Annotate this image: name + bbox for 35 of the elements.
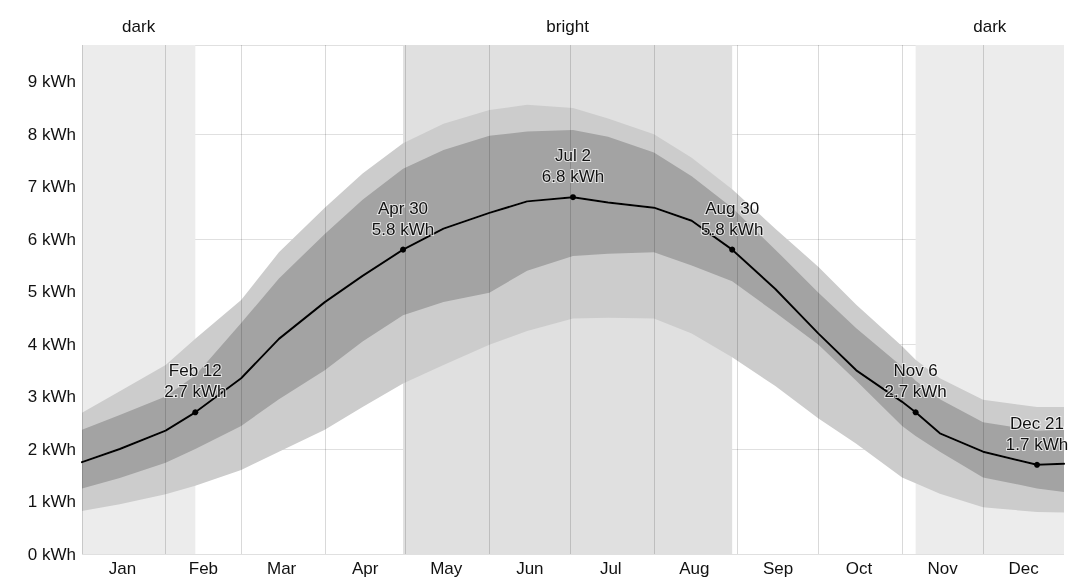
y-tick-label: 7 kWh — [27, 177, 76, 197]
data-label: Feb 12 2.7 kWh — [164, 361, 227, 402]
data-label: Apr 30 5.8 kWh — [371, 198, 435, 239]
y-tick-label: 1 kWh — [27, 492, 76, 512]
point — [1034, 461, 1041, 468]
y-tick-label: 0 kWh — [27, 544, 76, 564]
y-tick-label: 6 kWh — [27, 229, 76, 249]
band-label: dark — [122, 17, 156, 36]
x-tick-label: Jul — [599, 559, 622, 578]
x-tick-label: Oct — [845, 559, 873, 578]
band-label: dark — [973, 17, 1007, 36]
x-tick-label: Dec — [1008, 559, 1040, 578]
point — [400, 246, 407, 253]
x-tick-label: Nov — [927, 559, 959, 578]
band-label: bright — [546, 17, 590, 36]
x-tick-label: May — [430, 559, 463, 578]
x-tick-label: Mar — [267, 559, 297, 578]
x-tick-label: Aug — [679, 559, 710, 578]
point — [729, 246, 736, 253]
point — [912, 409, 919, 416]
y-tick-label: 3 kWh — [27, 387, 76, 407]
y-tick-label: 8 kWh — [27, 124, 76, 144]
y-tick-label: 4 kWh — [27, 334, 76, 354]
point — [570, 194, 576, 201]
x-tick-label: Apr — [352, 559, 379, 578]
x-tick-label: Jan — [108, 559, 137, 578]
x-tick-label: Sep — [762, 559, 794, 578]
data-label: Aug 30 5.8 kWh — [700, 198, 764, 239]
x-tick-label: Feb — [188, 559, 219, 578]
data-label: Nov 6 2.7 kWh — [884, 361, 947, 402]
data-label: Jul 2 6.8 kWh — [541, 146, 605, 187]
y-tick-label: 9 kWh — [27, 72, 76, 92]
y-tick-label: 2 kWh — [27, 439, 76, 459]
y-tick-label: 5 kWh — [27, 282, 76, 302]
x-tick-label: Jun — [516, 559, 544, 578]
